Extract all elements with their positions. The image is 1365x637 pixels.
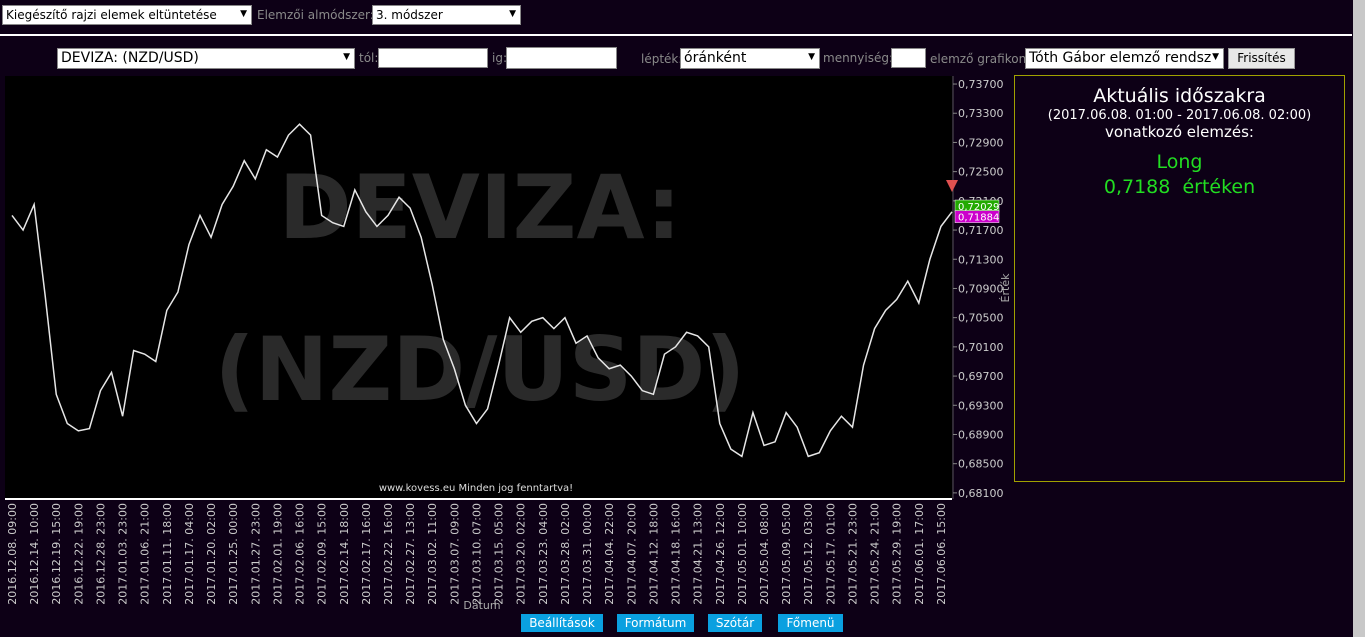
x-tick-label: 2017.03.15. 05:00 bbox=[493, 503, 506, 605]
panel-price-suffix: értéken bbox=[1182, 176, 1256, 198]
x-tick-label: 2017.06.01. 17:00 bbox=[913, 503, 926, 605]
x-tick-label: 2017.03.28. 02:00 bbox=[559, 503, 572, 605]
main-menu-button[interactable]: Főmenü bbox=[778, 614, 843, 632]
x-tick-label: 2017.05.29. 19:00 bbox=[891, 503, 904, 605]
x-tick-label: 2017.03.23. 04:00 bbox=[537, 503, 550, 605]
x-tick-label: 2017.04.21. 13:00 bbox=[692, 503, 705, 605]
x-tick-label: 2017.04.04. 22:00 bbox=[603, 503, 616, 605]
chart: DEVIZA: (NZD/USD) www.kovess.eu Minden j… bbox=[5, 76, 1012, 612]
to-label: ig: bbox=[492, 51, 507, 65]
x-tick-label: 2017.02.06. 16:00 bbox=[294, 503, 307, 605]
watermark: (NZD/USD) bbox=[215, 318, 746, 421]
x-tick-label: 2017.05.12. 03:00 bbox=[802, 503, 815, 605]
analyst-select[interactable]: Tóth Gábor elemző rendsz bbox=[1025, 48, 1224, 69]
amount-label: mennyiség: bbox=[823, 51, 894, 65]
x-tick-label: 2017.06.06. 15:00 bbox=[935, 503, 948, 605]
from-input[interactable] bbox=[378, 48, 488, 68]
y-axis-label: Érték bbox=[999, 273, 1012, 303]
x-tick-label: 2017.04.26. 12:00 bbox=[714, 503, 727, 605]
x-tick-label: 2016.12.08. 09:00 bbox=[6, 503, 19, 605]
x-tick-label: 2017.02.27. 13:00 bbox=[404, 503, 417, 605]
x-tick-label: 2016.12.14. 10:00 bbox=[28, 503, 41, 605]
x-tick-label: 2017.02.22. 16:00 bbox=[382, 503, 395, 605]
plot-area bbox=[5, 76, 952, 498]
panel-signal: Long bbox=[1156, 151, 1203, 173]
divider bbox=[0, 34, 1352, 36]
y-tick-label: 0,68900 bbox=[958, 428, 1004, 441]
y-tick-label: 0,69700 bbox=[958, 370, 1004, 383]
analysis-panel: Aktuális időszakra (2017.06.08. 01:00 - … bbox=[1014, 75, 1345, 482]
panel-price-row: 0,7188 értéken bbox=[1015, 176, 1344, 198]
instrument-select[interactable]: DEVIZA: (NZD/USD) bbox=[57, 48, 355, 69]
x-tick-label: 2016.12.19. 15:00 bbox=[50, 503, 63, 605]
x-tick-label: 2017.03.10. 07:00 bbox=[470, 503, 483, 605]
x-tick-label: 2017.05.17. 01:00 bbox=[824, 503, 837, 605]
x-tick-label: 2017.04.12. 18:00 bbox=[647, 503, 660, 605]
y-tick-label: 0,69300 bbox=[958, 399, 1004, 412]
x-tick-label: 2016.12.22. 19:00 bbox=[72, 503, 85, 605]
dictionary-button[interactable]: Szótár bbox=[708, 614, 762, 632]
y-tick-label: 0,71700 bbox=[958, 224, 1004, 237]
y-tick-label: 0,73300 bbox=[958, 107, 1004, 120]
x-tick-label: 2016.12.28. 23:00 bbox=[94, 503, 107, 605]
x-tick-label: 2017.05.21. 23:00 bbox=[846, 503, 859, 605]
x-tick-label: 2017.05.09. 05:00 bbox=[780, 503, 793, 605]
refresh-button[interactable]: Frissítés bbox=[1228, 48, 1295, 69]
price-marker-label: 0,72029 bbox=[958, 202, 999, 213]
y-tick-label: 0,73700 bbox=[958, 78, 1004, 91]
scale-select[interactable]: óránként bbox=[680, 48, 820, 69]
x-tick-label: 2017.01.11. 18:00 bbox=[161, 503, 174, 605]
x-tick-label: 2017.01.03. 23:00 bbox=[117, 503, 130, 605]
price-marker-label: 0,71884 bbox=[958, 213, 999, 224]
x-tick-label: 2017.01.17. 04:00 bbox=[183, 503, 196, 605]
x-tick-label: 2017.05.04. 08:00 bbox=[758, 503, 771, 605]
x-tick-label: 2017.02.17. 16:00 bbox=[360, 503, 373, 605]
overlay-select[interactable]: Kiegészítő rajzi elemek eltüntetése bbox=[2, 5, 252, 25]
to-input[interactable] bbox=[506, 47, 617, 69]
y-tick-label: 0,70500 bbox=[958, 312, 1004, 325]
signal-arrow bbox=[946, 180, 958, 192]
price-marker bbox=[954, 210, 1000, 223]
x-tick-label: 2017.01.27. 23:00 bbox=[249, 503, 262, 605]
x-tick-label: 2017.04.07. 20:00 bbox=[625, 503, 638, 605]
copyright: www.kovess.eu Minden jog fenntartva! bbox=[379, 483, 573, 494]
y-tick-label: 0,72900 bbox=[958, 136, 1004, 149]
scrollbar[interactable] bbox=[1353, 0, 1365, 637]
x-tick-label: 2017.03.07. 09:00 bbox=[448, 503, 461, 605]
y-tick-label: 0,68100 bbox=[958, 487, 1004, 500]
y-tick-label: 0,72500 bbox=[958, 166, 1004, 179]
x-tick-label: 2017.03.20. 02:00 bbox=[515, 503, 528, 605]
x-tick-label: 2017.03.02. 11:00 bbox=[426, 503, 439, 605]
format-button[interactable]: Formátum bbox=[617, 614, 694, 632]
panel-period: (2017.06.08. 01:00 - 2017.06.08. 02:00) bbox=[1047, 108, 1312, 123]
x-tick-label: 2017.01.06. 21:00 bbox=[139, 503, 152, 605]
x-tick-label: 2017.04.18. 16:00 bbox=[670, 503, 683, 605]
y-tick-label: 0,70900 bbox=[958, 282, 1004, 295]
x-tick-label: 2017.05.01. 10:00 bbox=[736, 503, 749, 605]
method-label: Elemzői almódszer: bbox=[257, 8, 374, 22]
x-tick-label: 2017.01.20. 02:00 bbox=[205, 503, 218, 605]
scale-label: lépték: bbox=[641, 52, 683, 66]
panel-title: Aktuális időszakra bbox=[1093, 85, 1266, 107]
y-tick-label: 0,70100 bbox=[958, 341, 1004, 354]
x-tick-label: 2017.02.01. 19:00 bbox=[271, 503, 284, 605]
x-tick-label: 2017.03.31. 00:00 bbox=[581, 503, 594, 605]
y-tick-label: 0,68500 bbox=[958, 458, 1004, 471]
watermark: DEVIZA: bbox=[279, 156, 682, 259]
settings-button[interactable]: Beállítások bbox=[521, 614, 603, 632]
analyst-label: elemző grafikon: bbox=[930, 52, 1031, 66]
x-axis-label: Dátum bbox=[463, 599, 500, 612]
x-tick-label: 2017.02.14. 18:00 bbox=[338, 503, 351, 605]
from-label: tól: bbox=[359, 51, 379, 65]
x-tick-label: 2017.01.25. 00:00 bbox=[227, 503, 240, 605]
y-tick-label: 0,71300 bbox=[958, 253, 1004, 266]
amount-input[interactable] bbox=[891, 48, 926, 68]
price-line bbox=[11, 123, 953, 458]
panel-price: 0,7188 bbox=[1103, 176, 1171, 198]
x-tick-label: 2017.05.24. 21:00 bbox=[869, 503, 882, 605]
panel-subtitle: vonatkozó elemzés: bbox=[1105, 123, 1254, 141]
method-select[interactable]: 3. módszer bbox=[372, 5, 521, 25]
x-tick-label: 2017.02.09. 15:00 bbox=[316, 503, 329, 605]
